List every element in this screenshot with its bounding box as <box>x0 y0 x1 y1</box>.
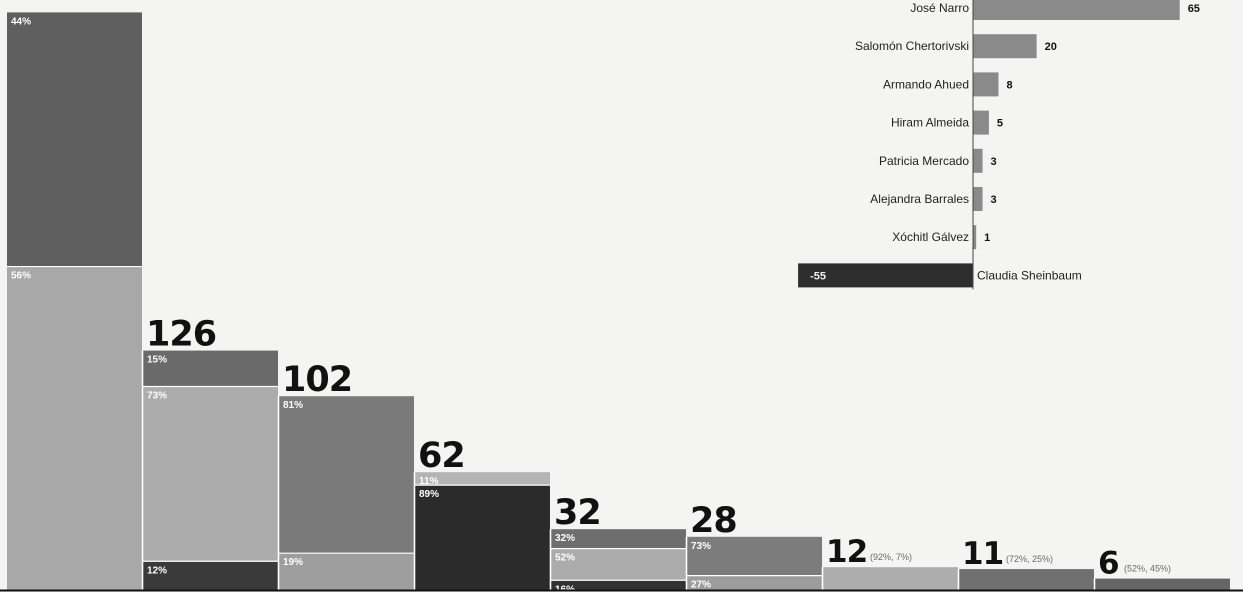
bar-segment <box>279 553 414 590</box>
inset-value-label: 3 <box>991 156 997 168</box>
segment-pct-label: 81% <box>283 400 303 411</box>
segment-pct-label: 89% <box>419 489 439 500</box>
bar-total-label: 11 <box>962 536 1003 572</box>
bar-total-label: 32 <box>554 493 601 533</box>
bar-segment <box>279 396 414 554</box>
inset-bar <box>973 187 983 211</box>
segment-pct-label: 27% <box>691 580 711 591</box>
inset-category-label: Hiram Almeida <box>891 116 969 130</box>
inset-value-label: 8 <box>1006 79 1012 91</box>
segment-pct-label: 16% <box>555 584 575 592</box>
inset-bar <box>798 263 973 288</box>
segment-pct-label: 15% <box>147 355 167 366</box>
segment-pct-label: 32% <box>555 533 575 544</box>
inset-value-label: 1 <box>984 232 990 244</box>
bar-segment <box>143 386 278 562</box>
segment-pct-label: 12% <box>147 565 167 576</box>
bar-segment <box>687 536 822 576</box>
bar-total-label: 102 <box>282 360 352 400</box>
bar-segment <box>1095 578 1230 590</box>
bar-pct-note: (52%, 45%) <box>1124 564 1171 574</box>
inset-category-label: Salomón Chertorivski <box>855 39 969 53</box>
bar-segment <box>7 266 142 590</box>
bar-segment <box>415 485 550 590</box>
inset-value-label: 65 <box>1188 3 1200 15</box>
inset-bar <box>973 72 999 97</box>
segment-pct-label: 73% <box>691 541 711 552</box>
bar-segment <box>551 548 686 581</box>
bar-segment <box>415 472 550 486</box>
segment-pct-label: 73% <box>147 391 167 402</box>
bar-total-label: 126 <box>146 315 216 355</box>
segment-pct-label: 44% <box>11 16 31 27</box>
inset-category-label: Patricia Mercado <box>879 154 969 168</box>
bar-segment <box>823 567 958 590</box>
bar-segment <box>7 12 142 267</box>
bar-segment <box>959 569 1094 590</box>
inset-value-label: 20 <box>1045 41 1057 53</box>
inset-bar <box>973 225 977 250</box>
inset-category-label: Xóchitl Gálvez <box>892 230 969 244</box>
inset-bar <box>973 148 983 173</box>
bar-segment <box>143 561 278 590</box>
bar-segment <box>551 580 686 590</box>
bar-pct-note: (92%, 7%) <box>870 552 912 562</box>
bar-total-label: 28 <box>690 501 737 541</box>
inset-category-label: Alejandra Barrales <box>870 192 969 206</box>
inset-value-label: -55 <box>810 270 826 282</box>
inset-bar <box>973 34 1037 59</box>
inset-bar <box>973 110 989 135</box>
segment-pct-label: 56% <box>11 271 31 282</box>
segment-pct-label: 11% <box>419 476 439 487</box>
bar-segment <box>687 575 822 590</box>
inset-value-label: 3 <box>991 194 997 206</box>
inset-value-label: 5 <box>997 118 1003 130</box>
bar-total-label: 6 <box>1098 546 1119 582</box>
bar-segment <box>143 350 278 387</box>
inset-category-label: Armando Ahued <box>883 77 969 91</box>
segment-pct-label: 52% <box>555 553 575 564</box>
bar-segment <box>551 529 686 549</box>
inset-category-label: José Narro <box>910 1 969 15</box>
inset-category-label: Claudia Sheinbaum <box>977 268 1082 282</box>
bar-pct-note: (72%, 25%) <box>1006 554 1053 564</box>
bar-total-label: 12 <box>826 534 867 570</box>
segment-pct-label: 19% <box>283 557 303 568</box>
bar-total-label: 62 <box>418 436 465 476</box>
inset-bar <box>973 0 1180 20</box>
